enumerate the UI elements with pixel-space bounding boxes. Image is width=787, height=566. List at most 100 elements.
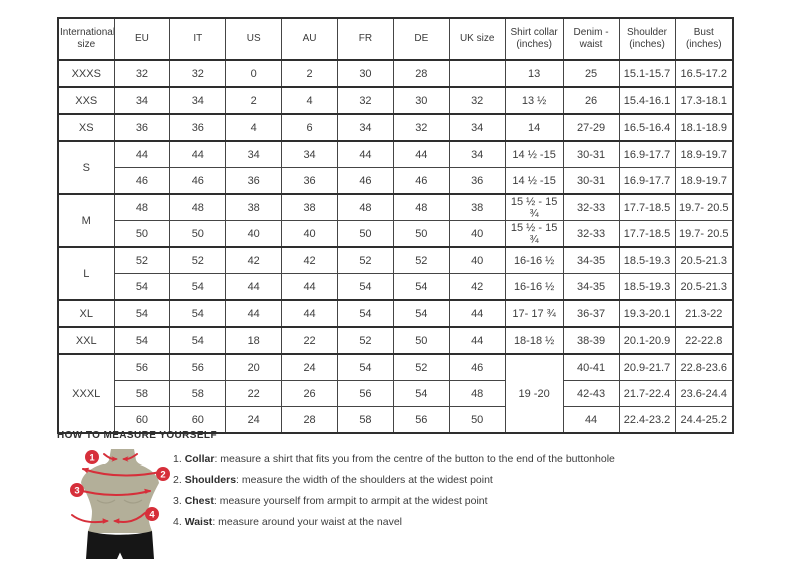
table-row-xxl: XXL 54 54 18 22 52 50 44 18-18 ½ 38-39 2… — [57, 326, 734, 355]
header-au: AU — [281, 17, 338, 61]
header-it: IT — [169, 17, 227, 61]
size-label: XS — [57, 113, 115, 142]
table-cell: 13 — [504, 59, 564, 88]
size-label: S — [57, 140, 115, 195]
table-cell: 52 — [392, 353, 450, 381]
table-cell: 40-41 — [562, 353, 620, 381]
table-cell: 30-31 — [562, 140, 620, 168]
table-cell: 44 — [225, 299, 283, 328]
header-us: US — [225, 17, 283, 61]
table-cell: 28 — [281, 406, 338, 434]
step-term: Collar — [184, 453, 215, 465]
measure-steps: 1. Collar: measure a shirt that fits you… — [173, 449, 733, 533]
table-cell: 48 — [113, 193, 171, 221]
table-cell: 56 — [392, 406, 450, 434]
table-cell: 17.7-18.5 — [618, 220, 676, 248]
header-bust: Bust (inches) — [674, 17, 734, 61]
svg-text:4: 4 — [149, 509, 155, 520]
table-cell: 18-18 ½ — [504, 326, 564, 355]
table-cell: 25 — [562, 59, 620, 88]
table-cell: 56 — [337, 380, 394, 407]
header-eu: EU — [113, 17, 171, 61]
table-cell: 34 — [225, 140, 283, 168]
mannequin-shorts — [86, 531, 154, 559]
table-cell: 32 — [392, 113, 450, 142]
table-row-xxxs: XXXS 32 32 0 2 30 28 13 25 15.1-15.7 16.… — [57, 59, 734, 88]
table-cell: 44 — [113, 140, 171, 168]
arrowhead — [113, 518, 120, 524]
table-cell: 34 — [169, 86, 227, 115]
table-cell: 50 — [448, 406, 506, 434]
table-cell: 24.4-25.2 — [674, 406, 734, 434]
table-cell: 18.5-19.3 — [618, 273, 676, 301]
measure-step: 3. Chest: measure yourself from armpit t… — [173, 491, 733, 512]
table-cell: 4 — [225, 113, 283, 142]
table-cell: 54 — [392, 273, 450, 301]
size-label: L — [57, 246, 115, 301]
measure-step: 4. Waist: measure around your waist at t… — [173, 512, 733, 533]
table-cell: 15 ½ - 15 ¾ — [504, 220, 564, 248]
arrowhead — [82, 467, 89, 474]
header-de: DE — [392, 17, 450, 61]
table-cell: 44 — [281, 299, 338, 328]
table-cell: 44 — [392, 140, 450, 168]
step-description: : measure yourself from armpit to armpit… — [213, 495, 488, 507]
table-cell: 20.9-21.7 — [618, 353, 676, 381]
table-cell: 17.7-18.5 — [618, 193, 676, 221]
table-cell: 54 — [113, 299, 171, 328]
svg-text:3: 3 — [74, 485, 79, 496]
step-number: 1. — [173, 453, 182, 465]
table-cell: 32 — [337, 86, 394, 115]
size-chart-table: International size EU IT US AU FR DE UK … — [57, 17, 734, 434]
table-cell: 18.9-19.7 — [674, 167, 734, 195]
table-cell: 52 — [113, 246, 171, 274]
table-cell: 54 — [337, 299, 394, 328]
table-row-m-2: 50 50 40 40 50 50 40 15 ½ - 15 ¾ 32-33 1… — [58, 220, 734, 248]
shoulders-arrow — [82, 468, 166, 477]
table-cell: 58 — [113, 380, 171, 407]
table-cell: 54 — [169, 326, 227, 355]
table-cell: 13 ½ — [504, 86, 564, 115]
table-cell: 24 — [281, 353, 338, 381]
table-cell: 30 — [392, 86, 450, 115]
header-shirt-collar: Shirt collar (inches) — [504, 17, 564, 61]
table-cell: 44 — [562, 406, 620, 434]
arrowhead — [111, 456, 118, 462]
table-cell: 32 — [169, 59, 227, 88]
step-description: : measure the width of the shoulders at … — [236, 474, 493, 486]
measurement-figure: 1 2 3 4 — [57, 447, 173, 561]
table-cell: 19.3-20.1 — [618, 299, 676, 328]
table-cell: 34 — [448, 140, 506, 168]
table-cell — [448, 59, 506, 88]
table-cell: 18 — [225, 326, 283, 355]
table-cell: 48 — [392, 193, 450, 221]
table-cell: 16-16 ½ — [504, 246, 564, 274]
step-description: : measure around your waist at the navel — [212, 516, 402, 528]
table-cell: 22-22.8 — [674, 326, 734, 355]
table-cell: 52 — [392, 246, 450, 274]
table-cell: 16.5-17.2 — [674, 59, 734, 88]
table-cell: 54 — [337, 273, 394, 301]
table-cell: 50 — [113, 220, 171, 248]
header-international-size: International size — [57, 17, 115, 61]
measure-step: 2. Shoulders: measure the width of the s… — [173, 470, 733, 491]
table-cell: 42 — [225, 246, 283, 274]
table-cell: 15 ½ - 15 ¾ — [504, 193, 564, 221]
table-cell: 32-33 — [562, 220, 620, 248]
header-denim-waist: Denim - waist — [562, 17, 620, 61]
badge-1: 1 — [85, 450, 99, 464]
badge-3: 3 — [70, 483, 84, 497]
table-row-xl: XL 54 54 44 44 54 54 44 17- 17 ¾ 36-37 1… — [57, 299, 734, 328]
table-cell: 52 — [169, 246, 227, 274]
table-cell: 48 — [169, 193, 227, 221]
table-cell: 36 — [113, 113, 171, 142]
size-label: XXXL — [57, 353, 115, 434]
table-cell: 32 — [113, 59, 171, 88]
table-cell: 22 — [225, 380, 283, 407]
table-cell: 60 — [113, 406, 171, 434]
step-number: 2. — [173, 474, 182, 486]
table-cell: 44 — [448, 299, 506, 328]
table-cell: 18.9-19.7 — [674, 140, 734, 168]
table-cell: 20 — [225, 353, 283, 381]
step-number: 3. — [173, 495, 182, 507]
